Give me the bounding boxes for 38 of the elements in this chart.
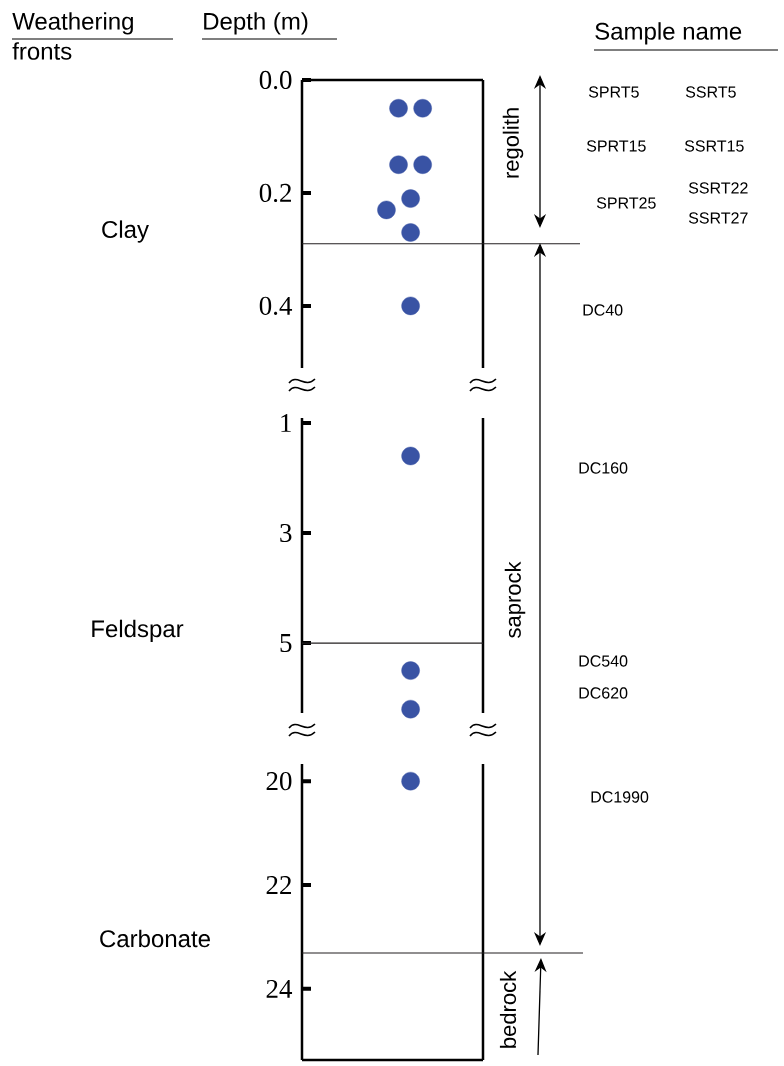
y-axis-title: Depth (m) [204,12,308,35]
text: SSRT5 [685,86,736,98]
point [413,155,432,174]
y-tick-label: 20 [266,772,292,791]
ref-line-label: Clay [102,220,149,243]
text: SSRT15 [684,140,744,152]
point [401,296,420,316]
text: SSRT27 [688,212,748,224]
point [401,223,420,242]
text: DC540 [579,655,628,667]
point [389,99,408,118]
point [413,99,432,118]
text: DC40 [583,304,623,316]
y-tick-label: 3 [280,523,292,543]
text: DC620 [579,687,628,699]
point [377,200,396,220]
y-tick-label: 22 [266,876,291,894]
text: saprock [504,561,526,638]
y-tick-label: 0.0 [259,70,292,90]
text: SSRT22 [688,182,748,194]
y-tick-label: 5 [280,634,292,653]
text: DC160 [579,462,628,474]
point [389,155,408,174]
text: Weathering fronts [12,12,133,60]
y-tick-label: 1 [281,414,291,432]
point [401,189,420,208]
text: bedrock [499,970,517,1048]
text: SPRT5 [588,86,639,98]
text: Sample name [595,22,742,45]
ref-line-label: Carbonate [100,929,210,948]
text: SPRT15 [586,140,646,152]
text: regolith [502,108,524,178]
ref-line-label: Feldspar [92,619,184,643]
y-tick-label: 0.2 [259,183,291,203]
text: DC1990 [591,791,649,803]
y-tick-label: 0.4 [259,296,293,316]
text: SPRT25 [596,197,656,209]
y-tick-label: 24 [266,979,293,998]
